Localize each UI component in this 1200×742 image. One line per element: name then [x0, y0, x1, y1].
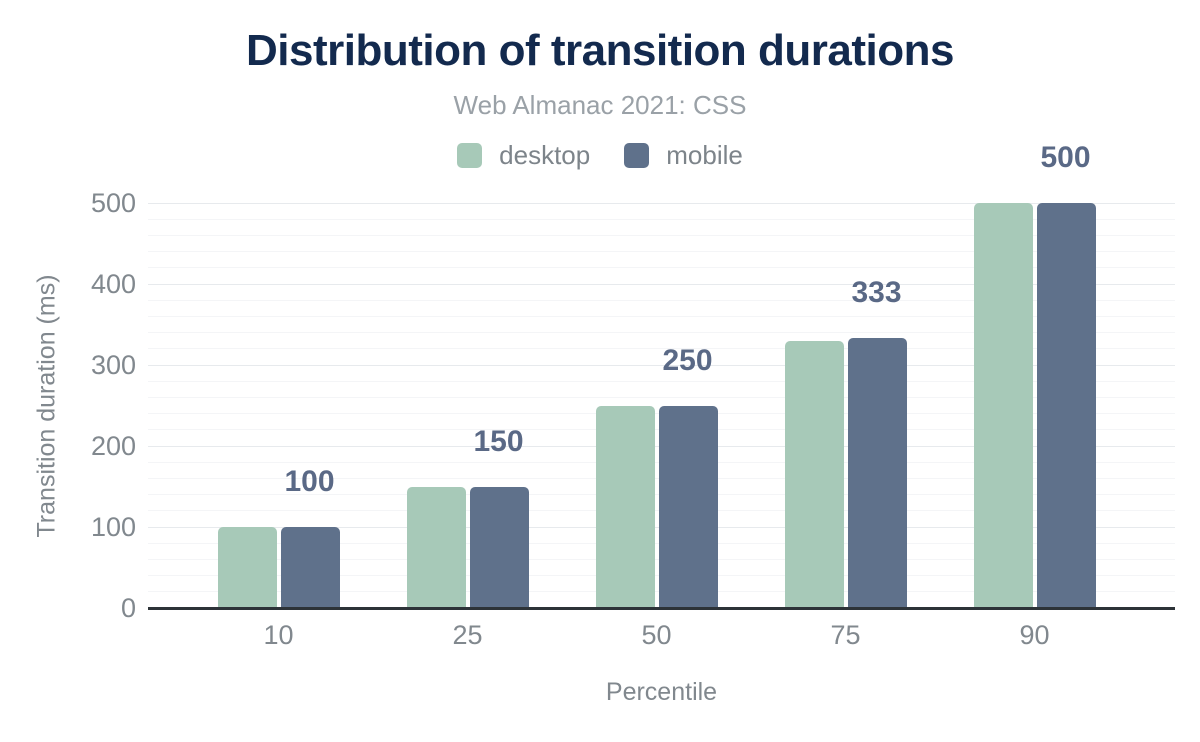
bar-group-25: 150 25	[373, 203, 562, 650]
gridline-minor-440	[148, 251, 1175, 253]
bar-mobile-p50[interactable]	[658, 405, 718, 608]
y-tick-label-500: 500	[90, 188, 136, 218]
bar-group-50: 250 50	[562, 203, 751, 650]
bar-desktop-p25[interactable]	[406, 486, 466, 608]
gridline-major-300	[148, 364, 1175, 366]
x-tick-label-25: 25	[452, 620, 483, 650]
bar-desktop-p10[interactable]	[217, 527, 277, 608]
legend: desktop mobile	[0, 140, 1200, 171]
gridline-minor-360	[148, 315, 1175, 317]
legend-label-mobile: mobile	[666, 140, 743, 170]
bar-mobile-p10[interactable]	[280, 527, 340, 608]
x-tick-label-75: 75	[830, 620, 861, 650]
bar-value-label-50: 250	[662, 343, 713, 377]
desktop-swatch-icon	[457, 143, 483, 168]
chart-title: Distribution of transition durations	[246, 26, 954, 75]
bar-desktop-p90[interactable]	[973, 203, 1033, 608]
legend-label-desktop: desktop	[499, 140, 591, 170]
y-tick-label-200: 200	[90, 431, 136, 461]
gridline-minor-260	[148, 396, 1175, 398]
plot-area: 0 100 200 300 400 500 100 10 150 25 250 50 333 75 500…	[91, 143, 1175, 650]
gridline-major-500	[148, 202, 1175, 204]
legend-item-desktop[interactable]: desktop	[457, 140, 590, 171]
gridline-minor-340	[148, 332, 1175, 334]
y-tick-label-300: 300	[90, 350, 136, 380]
bar-groups: 100 10 150 25 250 50 333 75 500 90	[184, 143, 1129, 650]
chart-subtitle: Web Almanac 2021: CSS	[453, 90, 747, 120]
x-tick-label-90: 90	[1019, 620, 1050, 650]
bar-mobile-p25[interactable]	[469, 486, 529, 608]
gridline-minor-380	[148, 299, 1175, 301]
bar-value-label-90: 500	[1040, 141, 1091, 174]
x-axis-line	[148, 607, 1175, 610]
bar-value-label-75: 333	[851, 276, 902, 310]
bar-pair-90	[973, 203, 1096, 608]
gridline-major-400	[148, 283, 1175, 285]
bar-pair-75	[784, 338, 907, 608]
y-axis-title: Transition duration (ms)	[32, 274, 61, 538]
y-tick-label-100: 100	[90, 512, 136, 542]
y-tick-label-400: 400	[90, 269, 136, 299]
x-tick-label-10: 10	[263, 620, 294, 650]
bar-pair-10	[217, 527, 340, 608]
gridline-minor-420	[148, 267, 1175, 269]
mobile-swatch-icon	[624, 143, 650, 168]
bar-group-10: 100 10	[184, 203, 373, 650]
bar-group-75: 333 75	[751, 203, 940, 650]
gridline-minor-460	[148, 234, 1175, 236]
bar-pair-25	[406, 486, 529, 608]
bar-pair-50	[595, 405, 718, 608]
gridline-minor-280	[148, 380, 1175, 382]
bar-mobile-p90[interactable]	[1036, 203, 1096, 608]
legend-item-mobile[interactable]: mobile	[624, 140, 743, 171]
x-axis-title: Percentile	[605, 678, 718, 706]
bar-mobile-p75[interactable]	[847, 338, 907, 608]
y-tick-label-0: 0	[120, 593, 136, 623]
bar-value-label-25: 150	[473, 424, 524, 458]
gridline-minor-320	[148, 348, 1175, 350]
x-tick-label-50: 50	[641, 620, 672, 650]
bar-value-label-10: 100	[284, 465, 335, 498]
gridline-minor-480	[148, 218, 1175, 220]
bar-desktop-p50[interactable]	[595, 405, 655, 608]
bar-group-90: 500 90	[940, 143, 1129, 650]
bar-desktop-p75[interactable]	[784, 340, 844, 608]
